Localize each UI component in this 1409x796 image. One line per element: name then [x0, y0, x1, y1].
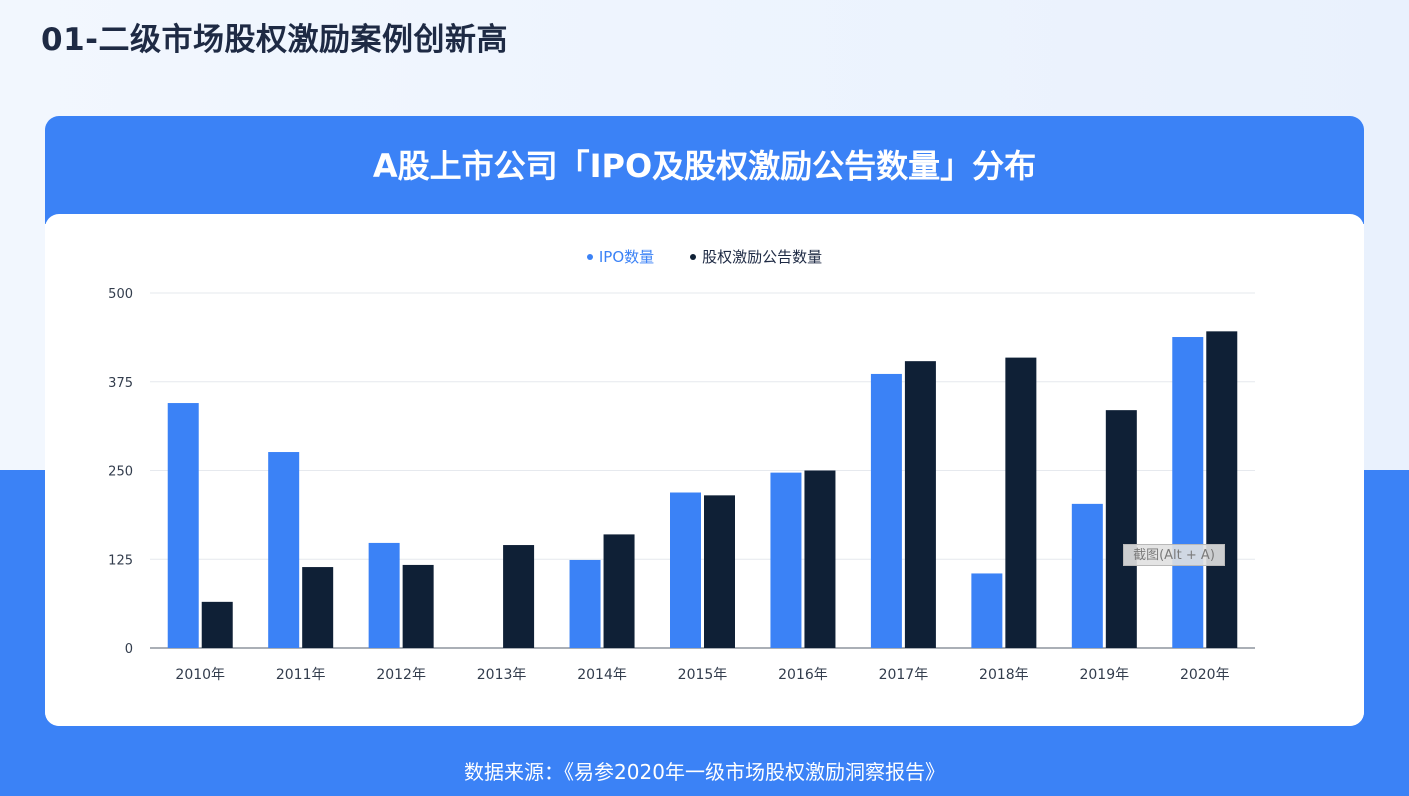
x-tick-label: 2019年 [1079, 667, 1129, 683]
bar-incentive[interactable] [904, 361, 936, 648]
chart-legend: IPO数量 股权激励公告数量 [45, 246, 1364, 267]
bar-ipo[interactable] [971, 573, 1003, 648]
bar-incentive[interactable] [302, 567, 334, 648]
bar-ipo[interactable] [1172, 337, 1204, 648]
bar-incentive[interactable] [201, 601, 233, 648]
legend-item-ipo[interactable]: IPO数量 [586, 246, 655, 267]
x-tick-label: 2016年 [778, 667, 828, 683]
legend-dot-incentive [690, 253, 697, 260]
x-tick-label: 2014年 [577, 667, 627, 683]
x-tick-label: 2018年 [979, 667, 1029, 683]
y-tick-label: 250 [108, 465, 133, 480]
x-tick-label: 2012年 [376, 667, 426, 683]
bar-incentive[interactable] [603, 534, 635, 648]
bar-ipo[interactable] [368, 542, 400, 648]
bar-chart: 0 125 250 375 500 2010年 2011年 2012年 2013年 2014年 20… [108, 287, 1255, 683]
bar-incentive[interactable] [402, 564, 434, 648]
bar-ipo[interactable] [870, 373, 902, 648]
legend-label-incentive: 股权激励公告数量 [702, 248, 823, 266]
bar-ipo[interactable] [167, 403, 199, 648]
chart-card: A股上市公司「IPO及股权激励公告数量」分布 IPO数量 股权激励公告数量 0 1… [45, 116, 1364, 726]
bar-incentive[interactable] [1105, 410, 1137, 648]
legend-dot-ipo [586, 253, 593, 260]
screenshot-tooltip: 截图(Alt + A) [1123, 544, 1225, 566]
chart-title: A股上市公司「IPO及股权激励公告数量」分布 [372, 147, 1037, 185]
bar-incentive[interactable] [503, 545, 535, 648]
bar-ipo[interactable] [670, 492, 701, 648]
chart-card-header: A股上市公司「IPO及股权激励公告数量」分布 [45, 116, 1364, 224]
x-tick-label: 2015年 [678, 667, 728, 683]
bar-ipo[interactable] [770, 472, 802, 648]
y-tick-label: 500 [108, 287, 133, 302]
bar-ipo[interactable] [569, 559, 601, 648]
bar-incentive[interactable] [1005, 357, 1037, 648]
x-tick-label: 2017年 [879, 667, 929, 683]
page-title: 01-二级市场股权激励案例创新高 [41, 22, 509, 58]
y-tick-label: 0 [125, 642, 133, 657]
legend-label-ipo: IPO数量 [598, 248, 655, 266]
data-source: 数据来源：《易参2020年一级市场股权激励洞察报告》 [464, 760, 945, 784]
x-tick-label: 2011年 [276, 667, 326, 683]
y-tick-label: 125 [108, 553, 133, 568]
bar-incentive[interactable] [704, 495, 735, 648]
x-tick-label: 2010年 [175, 667, 225, 683]
x-tick-label: 2020年 [1180, 667, 1230, 683]
bar-incentive[interactable] [1206, 331, 1238, 648]
x-tick-label: 2013年 [477, 667, 527, 683]
y-tick-label: 375 [108, 376, 133, 391]
bar-ipo[interactable] [268, 452, 300, 648]
bar-incentive[interactable] [804, 470, 836, 649]
legend-item-incentive[interactable]: 股权激励公告数量 [690, 246, 822, 267]
bar-ipo[interactable] [1071, 503, 1103, 648]
